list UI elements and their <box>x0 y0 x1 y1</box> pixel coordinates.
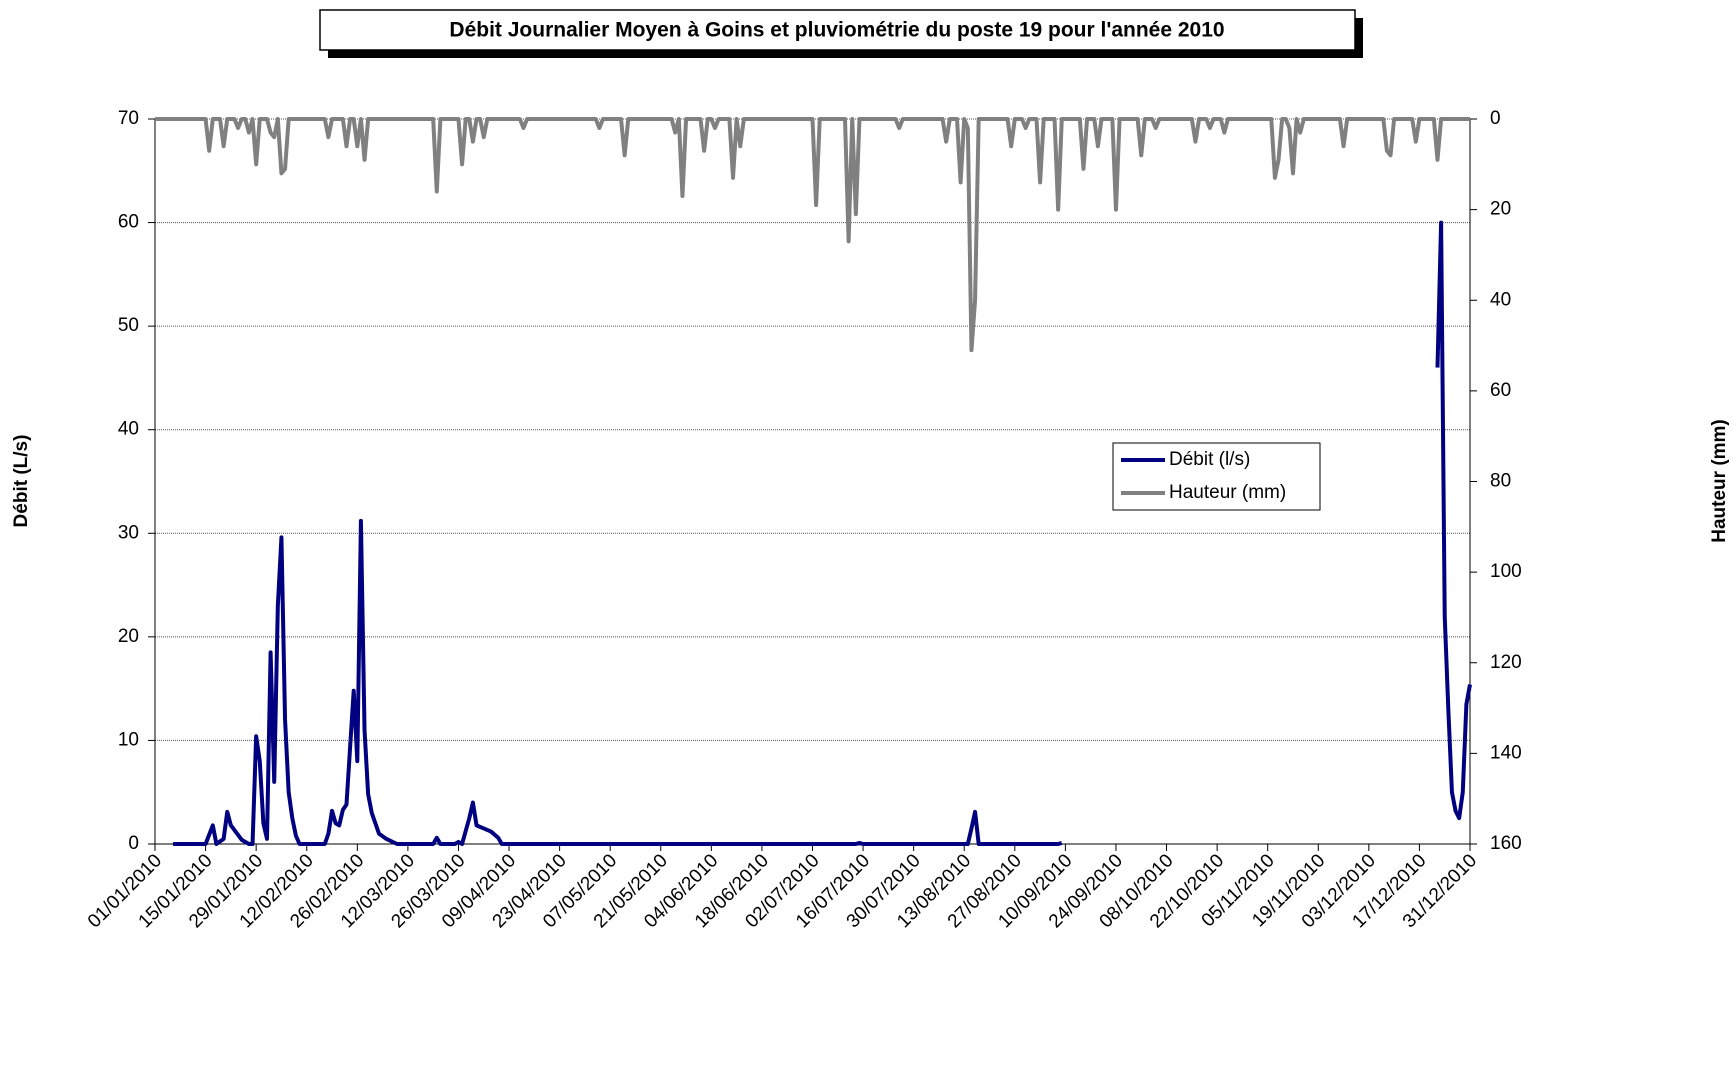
legend-box <box>1112 442 1321 511</box>
legend-label: Débit (l/s) <box>1169 449 1250 470</box>
y-tick-label: 60 <box>118 212 139 233</box>
y-tick-label: 0 <box>128 833 139 854</box>
y-tick-label: 70 <box>118 108 139 129</box>
y-tick-label: 40 <box>118 419 139 440</box>
y-tick-label: 50 <box>118 315 139 336</box>
y-axis-title: Débit (L/s) <box>11 435 32 528</box>
y2-tick-label: 80 <box>1490 471 1511 492</box>
y2-tick-label: 0 <box>1490 108 1501 129</box>
y-tick-label: 20 <box>118 626 139 647</box>
y2-tick-label: 60 <box>1490 380 1511 401</box>
y2-tick-label: 100 <box>1490 561 1522 582</box>
y2-axis-title: Hauteur (mm) <box>1709 419 1730 543</box>
chart-title: Débit Journalier Moyen à Goins et pluvio… <box>449 19 1224 42</box>
y2-tick-label: 140 <box>1490 742 1522 763</box>
y2-tick-label: 120 <box>1490 652 1522 673</box>
legend-label: Hauteur (mm) <box>1169 482 1286 503</box>
series-line <box>155 117 1470 353</box>
y2-tick-label: 40 <box>1490 289 1511 310</box>
series-line <box>173 220 1472 846</box>
y2-tick-label: 160 <box>1490 833 1522 854</box>
title-box <box>319 9 1356 51</box>
y-tick-label: 10 <box>118 729 139 750</box>
y2-tick-label: 20 <box>1490 199 1511 220</box>
y-tick-label: 30 <box>118 522 139 543</box>
